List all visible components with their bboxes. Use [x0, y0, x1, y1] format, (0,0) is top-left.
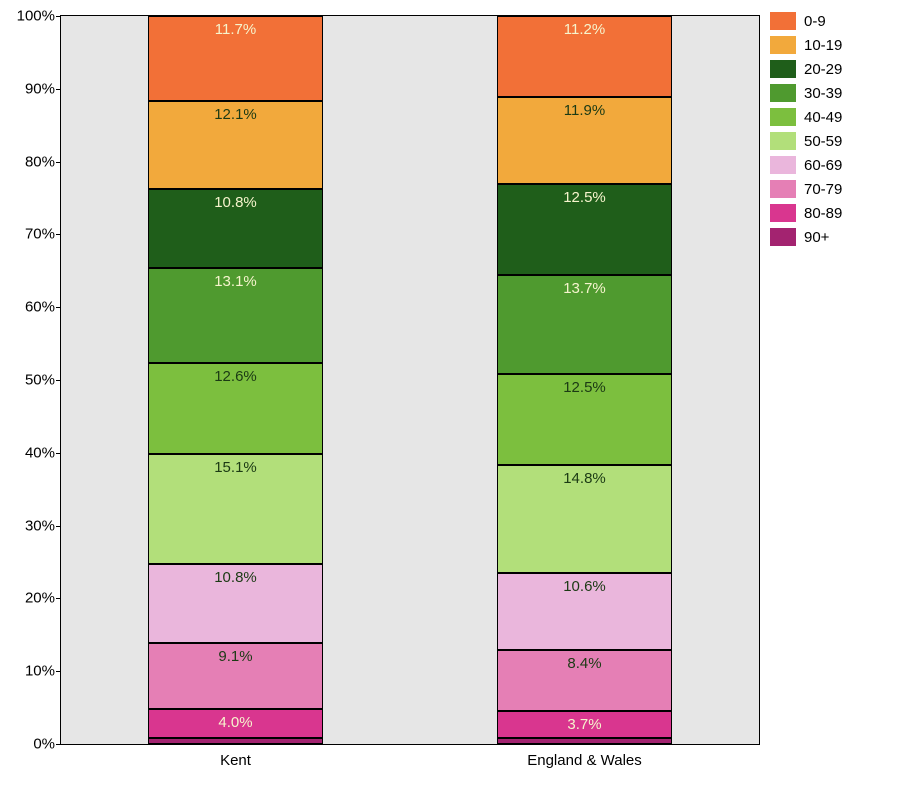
y-tick-mark [56, 671, 61, 672]
segment-value-label: 10.8% [214, 194, 257, 211]
legend-label: 40-49 [804, 109, 842, 126]
segment-value-label: 11.9% [564, 102, 605, 119]
segment-value-label: 12.5% [563, 189, 606, 206]
bar-segment: 11.2% [497, 16, 672, 97]
legend-label: 50-59 [804, 133, 842, 150]
y-tick-mark [56, 89, 61, 90]
segment-value-label: 12.5% [563, 379, 606, 396]
legend-item: 50-59 [770, 132, 842, 150]
bar-segment: 10.8% [148, 189, 323, 268]
legend-item: 40-49 [770, 108, 842, 126]
y-tick-mark [56, 744, 61, 745]
y-tick-mark [56, 307, 61, 308]
bar-segment: 9.1% [148, 643, 323, 709]
bar-segment: 14.8% [497, 465, 672, 573]
legend-item: 0-9 [770, 12, 842, 30]
legend-label: 20-29 [804, 61, 842, 78]
legend-label: 70-79 [804, 181, 842, 198]
y-tick-mark [56, 453, 61, 454]
segment-value-label: 10.6% [563, 578, 606, 595]
legend-swatch [770, 204, 796, 222]
bar-segment: 8.4% [497, 650, 672, 711]
legend-swatch [770, 228, 796, 246]
legend-label: 10-19 [804, 37, 842, 54]
legend-swatch [770, 36, 796, 54]
bar-segment: 15.1% [148, 454, 323, 564]
y-tick-mark [56, 234, 61, 235]
segment-value-label: 12.6% [214, 368, 257, 385]
legend-swatch [770, 12, 796, 30]
segment-value-label: 10.8% [214, 569, 257, 586]
bar-segment: 12.5% [497, 184, 672, 275]
legend-item: 90+ [770, 228, 842, 246]
segment-value-label: 13.1% [214, 273, 257, 290]
legend: 0-9 10-19 20-29 30-39 40-49 50-59 60-69 70-79 80… [770, 12, 842, 252]
legend-item: 30-39 [770, 84, 842, 102]
legend-item: 80-89 [770, 204, 842, 222]
segment-value-label: 11.7% [215, 21, 256, 38]
y-tick-mark [56, 16, 61, 17]
segment-value-label: 4.0% [218, 714, 252, 731]
legend-label: 60-69 [804, 157, 842, 174]
bar-segment: 12.5% [497, 374, 672, 465]
y-tick-mark [56, 526, 61, 527]
segment-value-label: 3.7% [567, 716, 601, 733]
y-tick-mark [56, 380, 61, 381]
x-category-label: England & Wales [527, 744, 642, 769]
bar-segment: 13.1% [148, 268, 323, 363]
legend-label: 0-9 [804, 13, 826, 30]
legend-swatch [770, 84, 796, 102]
segment-value-label: 9.1% [218, 648, 252, 665]
segment-value-label: 8.4% [567, 655, 601, 672]
bar-segment: 13.7% [497, 275, 672, 375]
segment-value-label: 12.1% [214, 106, 257, 123]
bar-segment: 11.9% [497, 97, 672, 184]
bar-segment: 4.0% [148, 709, 323, 738]
segment-value-label: 11.2% [564, 21, 605, 38]
y-tick-mark [56, 162, 61, 163]
bar-segment: 12.1% [148, 101, 323, 189]
legend-label: 30-39 [804, 85, 842, 102]
bar-segment: 10.6% [497, 573, 672, 650]
legend-swatch [770, 132, 796, 150]
legend-item: 10-19 [770, 36, 842, 54]
bar-column: 11.7% 12.1% 10.8% 13.1% 12.6% 15.1% 10.8% 9.1% 4… [148, 16, 323, 744]
segment-value-label: 13.7% [563, 280, 606, 297]
legend-swatch [770, 180, 796, 198]
legend-swatch [770, 108, 796, 126]
segment-value-label: 14.8% [563, 470, 606, 487]
stacked-bar-chart: 0%10%20%30%40%50%60%70%80%90%100%11.7%12… [0, 0, 900, 790]
legend-item: 20-29 [770, 60, 842, 78]
bar-segment: 10.8% [148, 564, 323, 643]
legend-label: 80-89 [804, 205, 842, 222]
legend-item: 60-69 [770, 156, 842, 174]
bar-column: 11.2% 11.9% 12.5% 13.7% 12.5% 14.8% 10.6% 8.4% 3… [497, 16, 672, 744]
segment-value-label: 15.1% [214, 459, 257, 476]
legend-item: 70-79 [770, 180, 842, 198]
bar-segment: 12.6% [148, 363, 323, 455]
bar-segment: 3.7% [497, 711, 672, 738]
legend-swatch [770, 156, 796, 174]
y-tick-label: 100% [17, 8, 61, 25]
y-tick-mark [56, 598, 61, 599]
plot-area: 0%10%20%30%40%50%60%70%80%90%100%11.7%12… [60, 15, 760, 745]
x-category-label: Kent [220, 744, 251, 769]
legend-label: 90+ [804, 229, 829, 246]
legend-swatch [770, 60, 796, 78]
bar-segment: 11.7% [148, 16, 323, 101]
